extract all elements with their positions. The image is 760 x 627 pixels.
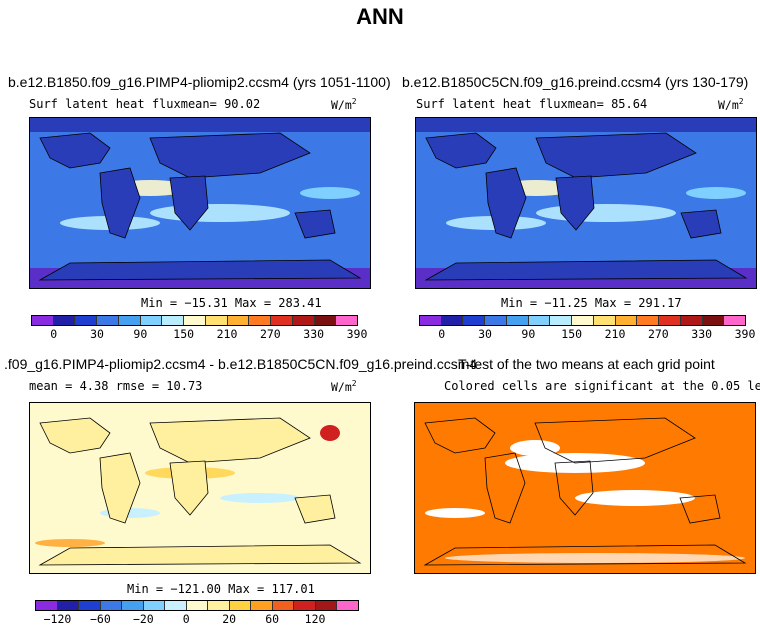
colorbar-swatch [36,601,58,610]
units-top-left: W/m2 [331,97,357,112]
panel-subtitle-top-right: Surf latent heat fluxmean= 85.64 [416,97,648,111]
map-top-left [29,117,371,289]
colorbar-swatch [140,316,163,325]
colorbar-swatch [506,316,529,325]
colorbar-swatch [550,316,573,325]
colorbar-tick-label: 390 [346,327,368,341]
colorbar-swatch [79,601,101,610]
minmax-bottom-left: Min = −121.00 Max = 117.01 [127,582,315,596]
colorbar-swatch [251,601,273,610]
panel-subtitle-bottom-right: Colored cells are significant at the 0.0… [444,379,760,393]
colorbar-swatch [208,601,230,610]
colorbar-swatch [528,316,551,325]
colorbar-tick-label: 150 [561,327,583,341]
colorbar-tick-label: 20 [222,612,237,626]
colorbar-swatch [272,601,295,610]
colorbar-swatch [294,601,316,610]
colorbar-swatch [593,316,616,325]
map-svg-top-left [30,118,370,288]
minmax-top-right: Min = −11.25 Max = 291.17 [501,296,682,310]
colorbar-swatch [420,316,442,325]
colorbar-tick-label: 30 [478,327,492,341]
panel-subtitle-bottom-left: mean = 4.38 rmse = 10.73 [29,379,203,393]
colorbar-tick-label: −120 [43,612,72,626]
map-bottom-right [414,402,756,574]
colorbar-tick-label: 120 [304,612,326,626]
colorbar-swatch [205,316,228,325]
colorbar-tick-label: 90 [133,327,148,341]
colorbar-frame-bottom-left [35,600,359,611]
colorbar-tick-label: 390 [734,327,756,341]
panel-title-top-left: b.e12.B1850.f09_g16.PIMP4-pliomip2.ccsm4… [8,74,391,90]
colorbar-tick-label: 330 [303,327,325,341]
colorbar-swatch [227,316,250,325]
colorbar-swatch [57,601,80,610]
colorbar-swatch [186,601,209,610]
colorbar-swatch [485,316,507,325]
colorbar-swatch [314,316,337,325]
colorbar-frame-top-left [31,315,358,326]
panel-title-top-right: b.e12.B1850C5CN.f09_g16.preind.ccsm4 (yr… [402,74,749,90]
colorbar-tick-label: 270 [259,327,281,341]
minmax-top-left: Min = −15.31 Max = 283.41 [141,296,322,310]
colorbar-frame-top-right [419,315,746,326]
colorbar-tick-label: 270 [647,327,669,341]
colorbar-tick-label: 150 [173,327,195,341]
map-svg-top-right [416,118,756,288]
colorbar-top-left [32,316,358,325]
colorbar-swatch [162,316,185,325]
map-svg-bottom-left [30,403,370,573]
colorbar-tick-label: 210 [216,327,238,341]
panel-title-bottom-right: T-test of the two means at each grid poi… [458,356,715,372]
colorbar-swatch [143,601,166,610]
colorbar-tick-label: 0 [50,327,58,341]
panel-title-bottom-left: .f09_g16.PIMP4-pliomip2.ccsm4 - b.e12.B1… [4,356,478,372]
colorbar-swatch [53,316,76,325]
colorbar-swatch [337,601,358,610]
colorbar-swatch [271,316,293,325]
colorbar-tick-label: 30 [90,327,104,341]
colorbar-tick-label: −20 [132,612,154,626]
colorbar-swatch [637,316,660,325]
colorbar-swatch [97,316,119,325]
colorbar-swatch [441,316,464,325]
colorbar-bottom-left [36,601,358,610]
map-svg-bottom-right [415,403,755,573]
colorbar-swatch [292,316,315,325]
colorbar-swatch [100,601,123,610]
colorbar-swatch [122,601,144,610]
colorbar-swatch [702,316,725,325]
colorbar-tick-label: 0 [182,612,190,626]
units-bottom-left: W/m2 [331,379,357,394]
units-top-right: W/m2 [718,97,744,112]
colorbar-swatch [118,316,141,325]
figure-title: ANN [356,4,404,29]
colorbar-top-right [420,316,746,325]
map-bottom-left [29,402,371,574]
colorbar-swatch [615,316,638,325]
colorbar-tick-label: 90 [521,327,536,341]
colorbar-swatch [249,316,272,325]
panel-subtitle-top-left: Surf latent heat fluxmean= 90.02 [29,97,261,111]
colorbar-tick-label: 330 [691,327,713,341]
colorbar-tick-label: −60 [90,612,111,626]
colorbar-swatch [229,601,252,610]
colorbar-swatch [724,316,746,325]
colorbar-swatch [680,316,703,325]
colorbar-swatch [165,601,187,610]
colorbar-swatch [659,316,681,325]
colorbar-swatch [463,316,486,325]
colorbar-tick-label: 0 [438,327,446,341]
map-top-right [415,117,757,289]
colorbar-swatch [32,316,54,325]
colorbar-tick-label: 210 [604,327,626,341]
colorbar-swatch [336,316,358,325]
colorbar-swatch [184,316,206,325]
colorbar-tick-label: 60 [265,612,280,626]
colorbar-swatch [75,316,98,325]
colorbar-swatch [315,601,338,610]
colorbar-swatch [572,316,594,325]
